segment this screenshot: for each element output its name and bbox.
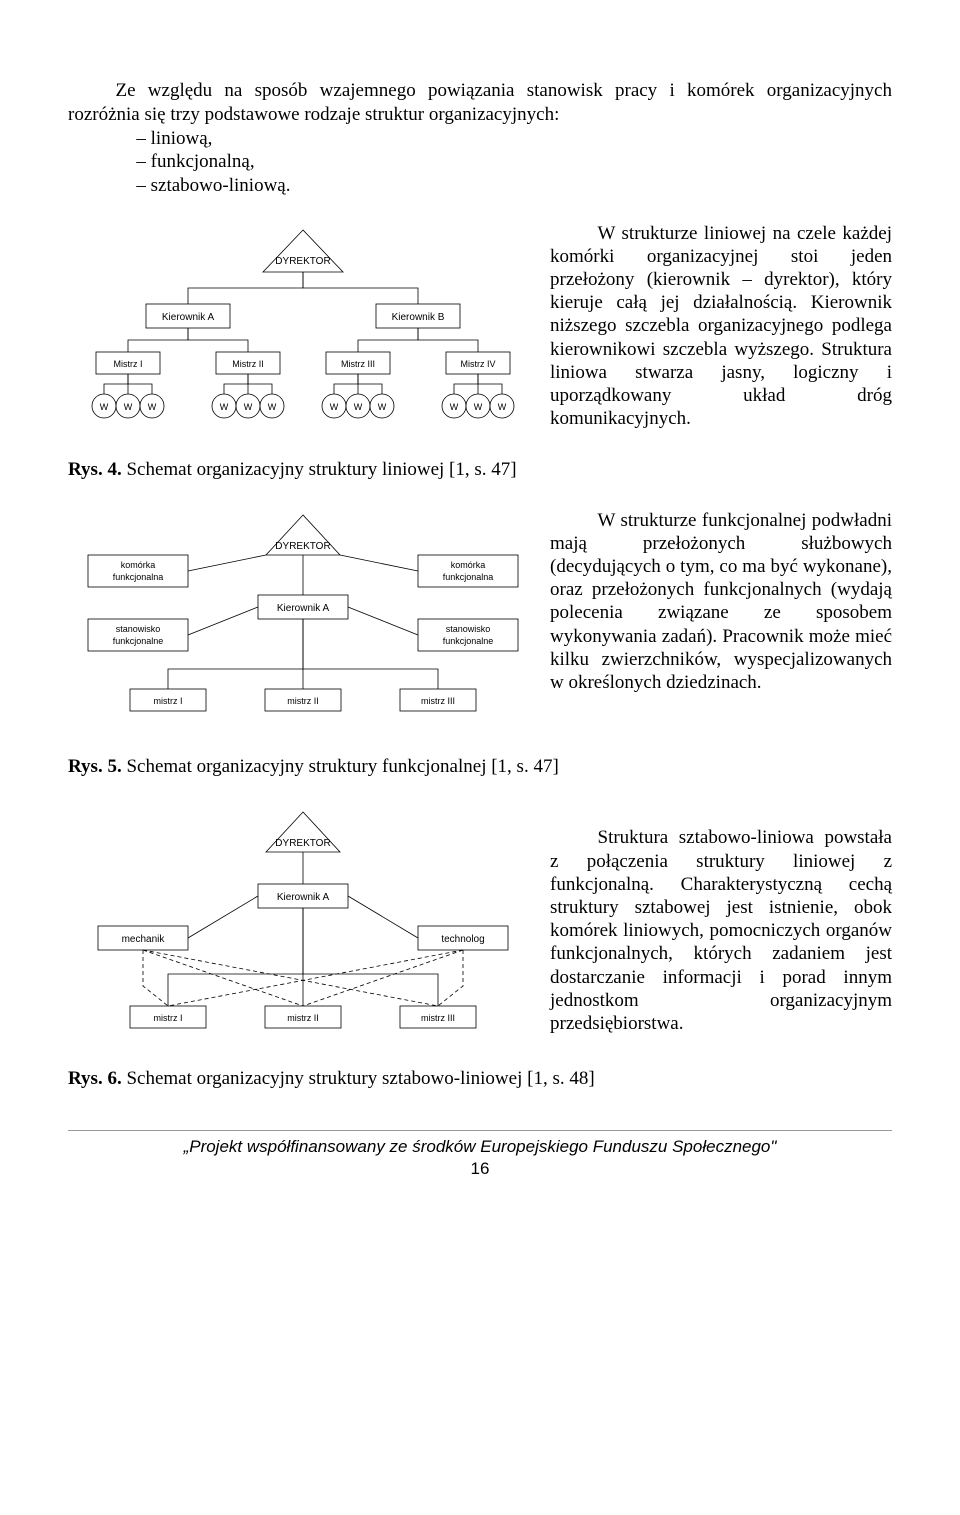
svg-text:Mistrz IV: Mistrz IV [461, 359, 496, 369]
svg-text:W: W [124, 402, 133, 412]
svg-text:W: W [378, 402, 387, 412]
svg-text:W: W [498, 402, 507, 412]
para2: W strukturze funkcjonalnej podwładni maj… [550, 509, 892, 694]
svg-text:komórka: komórka [451, 560, 486, 570]
svg-text:W: W [220, 402, 229, 412]
svg-text:Kierownik A: Kierownik A [277, 892, 330, 903]
svg-text:funkcjonalna: funkcjonalna [113, 572, 164, 582]
svg-text:mistrz I: mistrz I [154, 696, 183, 706]
svg-text:stanowisko: stanowisko [116, 624, 161, 634]
svg-text:komórka: komórka [121, 560, 156, 570]
page-number: 16 [68, 1159, 892, 1179]
svg-text:funkcjonalne: funkcjonalne [113, 636, 164, 646]
svg-text:W: W [148, 402, 157, 412]
svg-text:mistrz III: mistrz III [421, 1013, 455, 1023]
svg-text:W: W [450, 402, 459, 412]
footer-text: „Projekt współfinansowany ze środków Eur… [68, 1130, 892, 1157]
svg-text:Mistrz I: Mistrz I [114, 359, 143, 369]
figure2-row: DYREKTOR komórka funkcjonalna komórka fu… [68, 509, 892, 744]
svg-text:Kierownik A: Kierownik A [162, 312, 215, 323]
svg-text:W: W [268, 402, 277, 412]
figure3-caption: Rys. 6. Schemat organizacyjny struktury … [68, 1068, 892, 1090]
svg-text:funkcjonalne: funkcjonalne [443, 636, 494, 646]
svg-text:mistrz III: mistrz III [421, 696, 455, 706]
svg-text:W: W [100, 402, 109, 412]
svg-text:mistrz II: mistrz II [287, 1013, 319, 1023]
figure1-caption: Rys. 4. Schemat organizacyjny struktury … [68, 459, 892, 481]
svg-text:mistrz II: mistrz II [287, 696, 319, 706]
figure3-diagram: DYREKTOR Kierownik A mechanik technolog … [68, 806, 538, 1056]
svg-text:DYREKTOR: DYREKTOR [275, 838, 330, 849]
svg-text:Kierownik A: Kierownik A [277, 603, 330, 614]
svg-text:mistrz I: mistrz I [154, 1013, 183, 1023]
svg-text:stanowisko: stanowisko [446, 624, 491, 634]
svg-text:Mistrz III: Mistrz III [341, 359, 375, 369]
svg-text:technolog: technolog [441, 934, 484, 945]
list-item: funkcjonalną, [136, 150, 892, 174]
figure2-caption: Rys. 5. Schemat organizacyjny struktury … [68, 756, 892, 778]
svg-text:W: W [354, 402, 363, 412]
para3: Struktura sztabowo-liniowa powstała z po… [550, 826, 892, 1035]
svg-text:W: W [244, 402, 253, 412]
figure1-diagram: DYREKTOR Kierownik A Kierownik B Mistrz … [68, 222, 538, 447]
para1: W strukturze liniowej na czele każdej ko… [550, 222, 892, 431]
list-item: liniową, [136, 127, 892, 151]
svg-text:Kierownik B: Kierownik B [392, 312, 445, 323]
svg-text:mechanik: mechanik [122, 934, 166, 945]
svg-text:W: W [474, 402, 483, 412]
svg-text:DYREKTOR: DYREKTOR [275, 541, 330, 552]
figure3-row: DYREKTOR Kierownik A mechanik technolog … [68, 806, 892, 1056]
intro-paragraph: Ze względu na sposób wzajemnego powiązan… [68, 79, 892, 127]
svg-text:Mistrz II: Mistrz II [232, 359, 264, 369]
figure2-diagram: DYREKTOR komórka funkcjonalna komórka fu… [68, 509, 538, 744]
bullet-list: liniową, funkcjonalną, sztabowo-liniową. [68, 127, 892, 198]
svg-text:W: W [330, 402, 339, 412]
figure1-row: DYREKTOR Kierownik A Kierownik B Mistrz … [68, 222, 892, 447]
svg-text:DYREKTOR: DYREKTOR [275, 256, 330, 267]
svg-text:funkcjonalna: funkcjonalna [443, 572, 494, 582]
list-item: sztabowo-liniową. [136, 174, 892, 198]
